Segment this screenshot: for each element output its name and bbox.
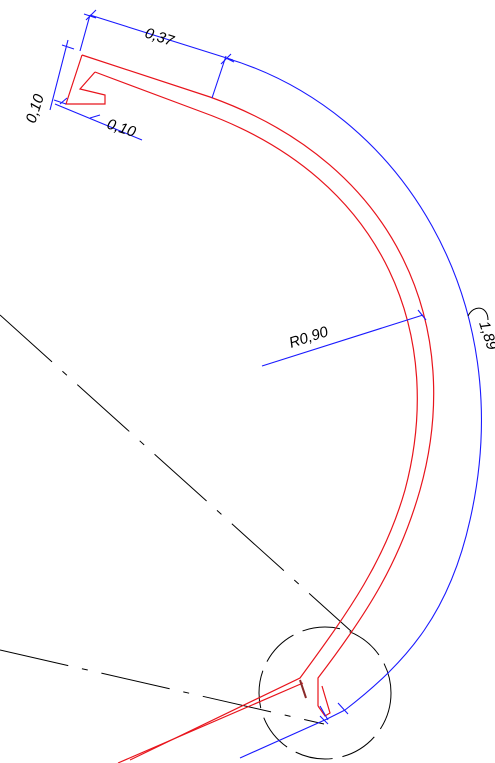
dimension-radius-leader [261,314,424,367]
dimension-arc-bottom [239,702,349,759]
arc-length-symbol [467,307,489,321]
profile-inner-edge [94,71,418,761]
centerline-lower [0,649,325,725]
dimension-top-line [79,13,235,99]
dimension-left-label: 0,10 [23,92,48,126]
dimension-arc-extension [319,705,329,721]
dimension-top-label: 0,37 [143,25,177,50]
profile-joint-mark [299,679,307,699]
dimension-bottom-line [54,97,143,141]
detail-circle [258,626,392,760]
centerline-upper [0,314,353,633]
profile-outer-edge [81,54,435,706]
profile-lower-strip [117,682,331,763]
profile-start-hook [65,54,106,105]
dimension-left-line [49,39,75,111]
dimension-bottom-label: 0,10 [105,116,139,141]
dimension-arc-label: 1,89 [475,319,495,353]
dimension-arc-line [225,57,482,711]
dimension-top-ticks [85,9,232,65]
dimension-radius-tick [417,309,427,321]
dimension-radius-label: R0,90 [287,323,331,352]
